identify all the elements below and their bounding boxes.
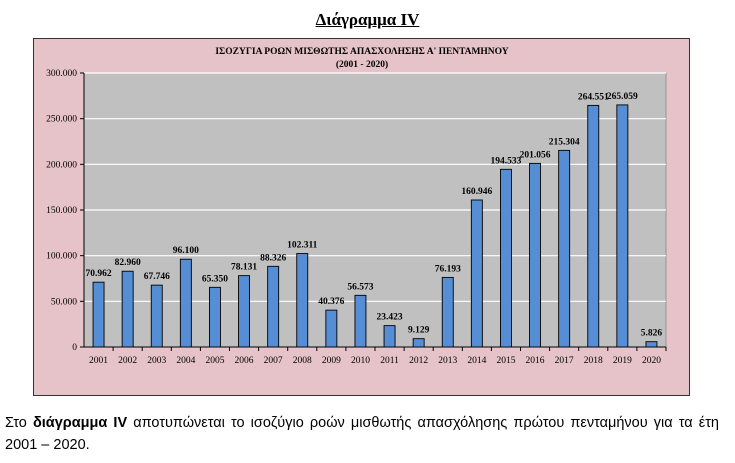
bar [267,265,280,348]
data-label: 76.193 [435,264,461,274]
x-tick-label: 2019 [613,356,632,366]
bar [558,149,571,348]
x-tick-label: 2010 [351,356,370,366]
data-label: 78.131 [231,263,257,273]
x-tick-label: 2015 [496,356,515,366]
bar [325,309,338,348]
x-tick-label: 2012 [409,356,428,366]
bar [412,338,425,348]
chart-svg: ΙΣΟΖΥΓΙΑ ΡΟΩΝ ΜΙΣΘΩΤΗΣ ΑΠΑΣΧΟΛΗΣΗΣ Α' ΠΕ… [46,47,667,366]
bar [238,275,251,348]
data-label: 65.350 [202,274,228,284]
bar [383,325,396,348]
bar [150,284,163,348]
bar [441,276,454,348]
x-tick-label: 2020 [642,356,661,366]
x-tick-label: 2014 [467,356,486,366]
y-tick-label: 100.000 [46,252,77,262]
bar [354,294,367,348]
data-label: 56.573 [347,282,373,292]
data-label: 5.826 [641,329,663,339]
y-tick-label: 50.000 [51,297,77,307]
x-tick-label: 2011 [380,356,399,366]
caption-bold: διάγραμμα IV [32,415,128,431]
chart: ΙΣΟΖΥΓΙΑ ΡΟΩΝ ΜΙΣΘΩΤΗΣ ΑΠΑΣΧΟΛΗΣΗΣ Α' ΠΕ… [33,38,690,396]
figure-heading: Διάγραμμα IV [315,10,420,29]
bar [500,168,512,348]
x-tick-label: 2004 [176,356,195,366]
y-tick-label: 200.000 [46,160,77,170]
x-tick-label: 2002 [118,356,137,366]
data-label: 88.326 [260,253,286,263]
x-tick-label: 2018 [584,356,603,366]
data-label: 82.960 [115,258,141,268]
bar [616,104,629,348]
caption-prefix: Στο [5,415,33,431]
data-label: 194.533 [491,156,522,166]
data-label: 265.059 [607,92,638,102]
x-tick-label: 2006 [235,356,254,366]
y-tick-label: 250.000 [46,115,77,125]
x-tick-label: 2003 [147,356,166,366]
x-tick-label: 2016 [526,356,545,366]
x-tick-label: 2005 [205,356,224,366]
y-tick-label: 0 [72,343,77,353]
data-label: 9.129 [408,326,430,336]
data-label: 102.311 [287,241,318,251]
data-label: 215.304 [549,137,580,147]
data-label: 70.962 [85,269,111,279]
data-label: 40.376 [318,297,344,307]
data-label: 160.946 [461,187,492,197]
bar [208,286,221,348]
bar [179,258,192,348]
bar [645,341,658,348]
bar [587,104,600,348]
caption-rest: αποτυπώνεται το ισοζύγιο ροών μισθωτής α… [5,415,719,453]
x-tick-label: 2017 [555,356,574,366]
data-label: 67.746 [144,272,170,282]
x-tick-label: 2001 [89,356,108,366]
data-label: 201.056 [520,150,551,160]
x-tick-label: 2013 [438,356,457,366]
data-label: 264.551 [578,92,609,102]
x-tick-label: 2007 [264,356,283,366]
x-tick-label: 2008 [293,356,312,366]
y-tick-label: 300.000 [46,69,77,79]
y-tick-label: 150.000 [46,206,77,216]
data-label: 96.100 [173,246,199,256]
caption: Στο διάγραμμα IV αποτυπώνεται το ισοζύγι… [5,412,719,456]
bar [470,199,483,348]
chart-title: ΙΣΟΖΥΓΙΑ ΡΟΩΝ ΜΙΣΘΩΤΗΣ ΑΠΑΣΧΟΛΗΣΗΣ Α' ΠΕ… [215,47,508,57]
bar [296,253,309,348]
bar [92,281,105,348]
bar [529,162,541,348]
chart-subtitle: (2001 - 2020) [336,59,388,70]
bar [121,270,134,348]
data-label: 23.423 [376,313,402,323]
x-tick-label: 2009 [322,356,341,366]
